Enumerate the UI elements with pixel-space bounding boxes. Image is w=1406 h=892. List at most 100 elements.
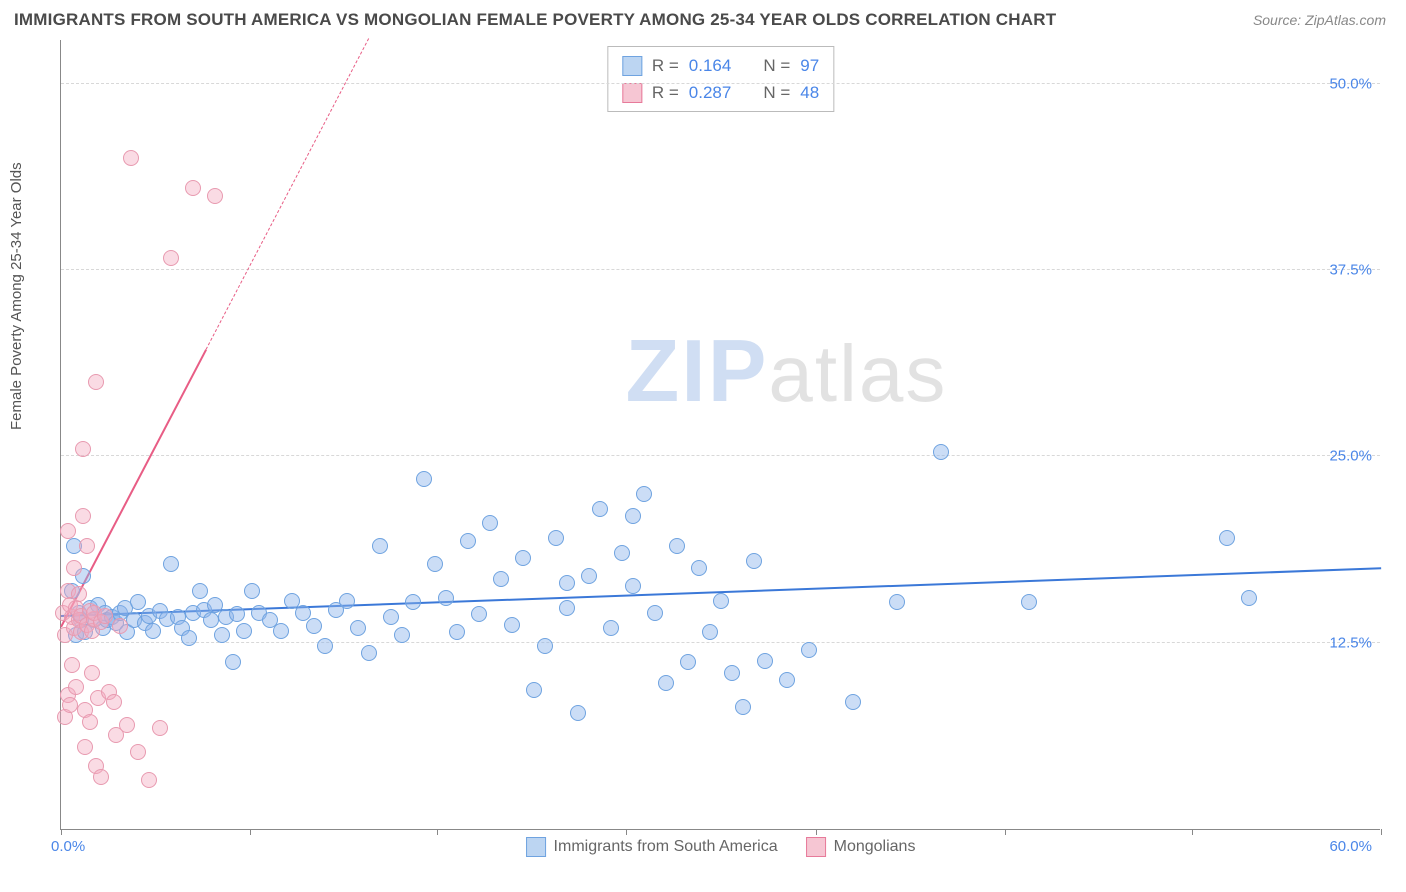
plot-area: ZIPatlas 0.0% 60.0% R = 0.164N = 97R = 0… — [60, 40, 1380, 830]
data-point — [214, 627, 230, 643]
legend-r-value: 0.164 — [689, 52, 732, 79]
y-tick-label: 37.5% — [1329, 262, 1372, 279]
data-point — [460, 533, 476, 549]
data-point — [60, 523, 76, 539]
data-point — [889, 594, 905, 610]
data-point — [119, 717, 135, 733]
bottom-legend-label: Mongolians — [834, 838, 916, 856]
data-point — [647, 605, 663, 621]
data-point — [493, 571, 509, 587]
data-point — [225, 654, 241, 670]
x-tick — [61, 829, 62, 835]
data-point — [394, 627, 410, 643]
data-point — [88, 374, 104, 390]
data-point — [438, 590, 454, 606]
legend-stats-row: R = 0.164 N = 97 — [622, 52, 819, 79]
data-point — [548, 530, 564, 546]
data-point — [64, 657, 80, 673]
data-point — [163, 250, 179, 266]
data-point — [559, 575, 575, 591]
gridline — [61, 642, 1380, 643]
data-point — [130, 594, 146, 610]
data-point — [702, 624, 718, 640]
data-point — [614, 545, 630, 561]
data-point — [236, 623, 252, 639]
legend-stats-box: R = 0.164N = 97R = 0.287N = 48 — [607, 46, 834, 112]
data-point — [1219, 530, 1235, 546]
data-point — [526, 682, 542, 698]
data-point — [106, 694, 122, 710]
data-point — [145, 623, 161, 639]
x-origin-label: 0.0% — [51, 838, 85, 855]
data-point — [350, 620, 366, 636]
x-tick — [816, 829, 817, 835]
data-point — [801, 642, 817, 658]
data-point — [559, 600, 575, 616]
data-point — [71, 586, 87, 602]
data-point — [79, 538, 95, 554]
data-point — [203, 612, 219, 628]
data-point — [570, 705, 586, 721]
data-point — [680, 654, 696, 670]
x-tick — [437, 829, 438, 835]
gridline — [61, 455, 1380, 456]
data-point — [746, 553, 762, 569]
data-point — [713, 593, 729, 609]
data-point — [93, 769, 109, 785]
data-point — [933, 444, 949, 460]
gridline — [61, 269, 1380, 270]
data-point — [405, 594, 421, 610]
trend-line — [206, 38, 370, 350]
x-tick — [1005, 829, 1006, 835]
data-point — [123, 150, 139, 166]
data-point — [317, 638, 333, 654]
data-point — [82, 714, 98, 730]
data-point — [669, 538, 685, 554]
y-tick-label: 12.5% — [1329, 634, 1372, 651]
correlation-chart: IMMIGRANTS FROM SOUTH AMERICA VS MONGOLI… — [0, 0, 1406, 892]
data-point — [1021, 594, 1037, 610]
data-point — [339, 593, 355, 609]
data-point — [383, 609, 399, 625]
legend-n-value: 97 — [800, 52, 819, 79]
data-point — [449, 624, 465, 640]
data-point — [84, 665, 100, 681]
data-point — [691, 560, 707, 576]
data-point — [361, 645, 377, 661]
data-point — [75, 508, 91, 524]
data-point — [427, 556, 443, 572]
data-point — [273, 623, 289, 639]
data-point — [77, 739, 93, 755]
legend-swatch — [622, 83, 642, 103]
data-point — [845, 694, 861, 710]
bottom-legend-label: Immigrants from South America — [554, 838, 778, 856]
bottom-legend: Immigrants from South America Mongolians — [526, 837, 916, 857]
data-point — [68, 679, 84, 695]
data-point — [192, 583, 208, 599]
data-point — [504, 617, 520, 633]
data-point — [295, 605, 311, 621]
data-point — [229, 606, 245, 622]
data-point — [779, 672, 795, 688]
bottom-legend-item: Immigrants from South America — [526, 837, 778, 857]
legend-swatch — [622, 56, 642, 76]
data-point — [735, 699, 751, 715]
data-point — [372, 538, 388, 554]
data-point — [207, 188, 223, 204]
y-axis-label: Female Poverty Among 25-34 Year Olds — [8, 162, 25, 430]
data-point — [185, 180, 201, 196]
x-max-label: 60.0% — [1329, 838, 1372, 855]
data-point — [603, 620, 619, 636]
data-point — [112, 618, 128, 634]
x-tick — [626, 829, 627, 835]
legend-n-label: N = — [763, 52, 790, 79]
data-point — [66, 560, 82, 576]
bottom-legend-item: Mongolians — [806, 837, 916, 857]
data-point — [181, 630, 197, 646]
watermark: ZIPatlas — [625, 320, 947, 422]
legend-r-label: R = — [652, 52, 679, 79]
data-point — [471, 606, 487, 622]
gridline — [61, 83, 1380, 84]
data-point — [244, 583, 260, 599]
data-point — [625, 508, 641, 524]
